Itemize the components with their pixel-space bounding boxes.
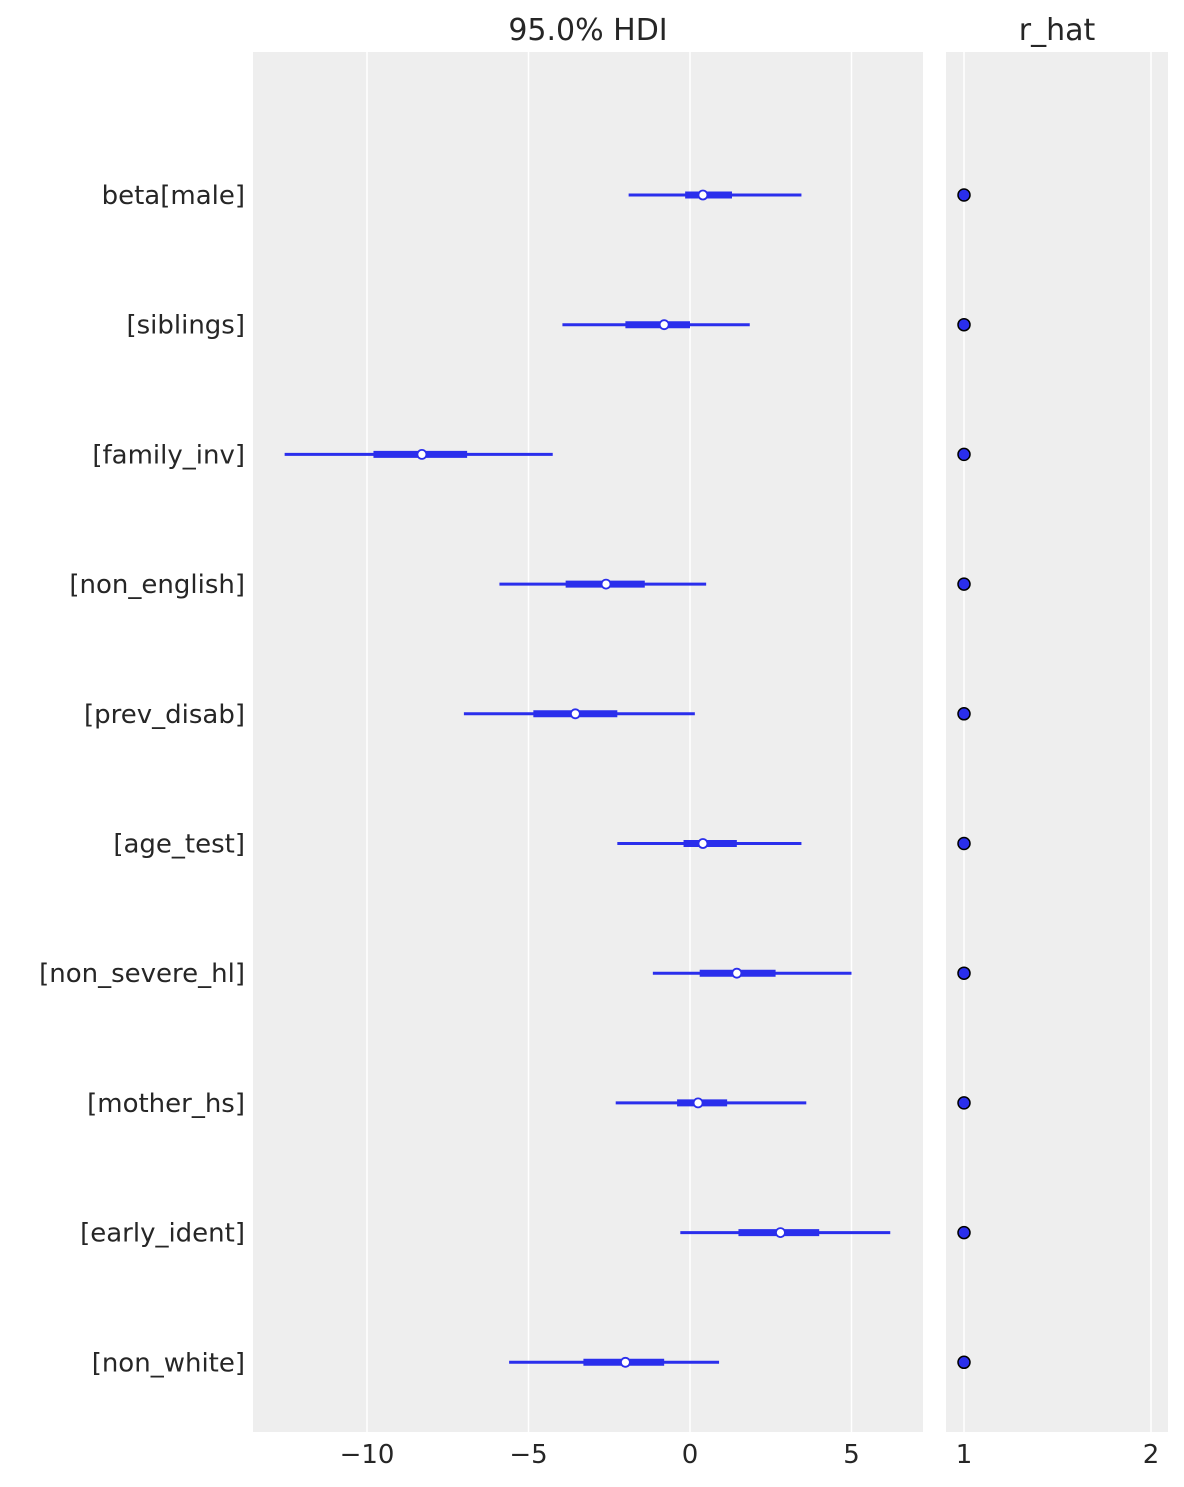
row-label: [family_inv] [92,440,245,470]
median-point [731,967,743,979]
hdi-panel-title: 95.0% HDI [508,13,667,48]
row-label: [non_english] [69,570,245,600]
rhat-point [957,1096,971,1110]
x-tick-label: −10 [340,1440,395,1470]
hdi-panel [253,52,923,1432]
median-point [658,319,670,331]
rhat-panel-title: r_hat [1019,13,1096,48]
median-point [569,708,581,720]
rhat-point [957,447,971,462]
median-point [600,578,612,590]
x-tick-label: 1 [956,1440,973,1470]
median-point [697,838,709,849]
rhat-point [957,577,971,591]
x-tick-label: −5 [509,1440,547,1470]
rhat-point [957,1355,971,1370]
rhat-point [957,966,971,980]
rhat-point [957,188,971,202]
median-point [416,448,428,460]
median-point [692,1097,704,1109]
row-label: beta[male] [102,181,245,211]
rhat-point [957,317,971,332]
rhat-point [957,707,971,721]
x-tick-label: 2 [1143,1440,1160,1470]
x-tick-label: 5 [843,1440,860,1470]
row-label: [mother_hs] [87,1089,245,1119]
row-label: [non_severe_hl] [39,959,245,989]
row-label: [age_test] [113,830,245,860]
x-tick-label: 0 [682,1440,699,1470]
rhat-point [957,836,971,851]
median-point [620,1356,631,1368]
row-label: [non_white] [92,1348,245,1378]
median-point [697,189,709,201]
median-point [775,1227,786,1238]
row-label: [prev_disab] [84,700,245,730]
rhat-point [957,1225,971,1240]
rhat-panel [946,52,1168,1432]
row-label: [siblings] [126,311,245,341]
row-label: [early_ident] [80,1219,245,1249]
